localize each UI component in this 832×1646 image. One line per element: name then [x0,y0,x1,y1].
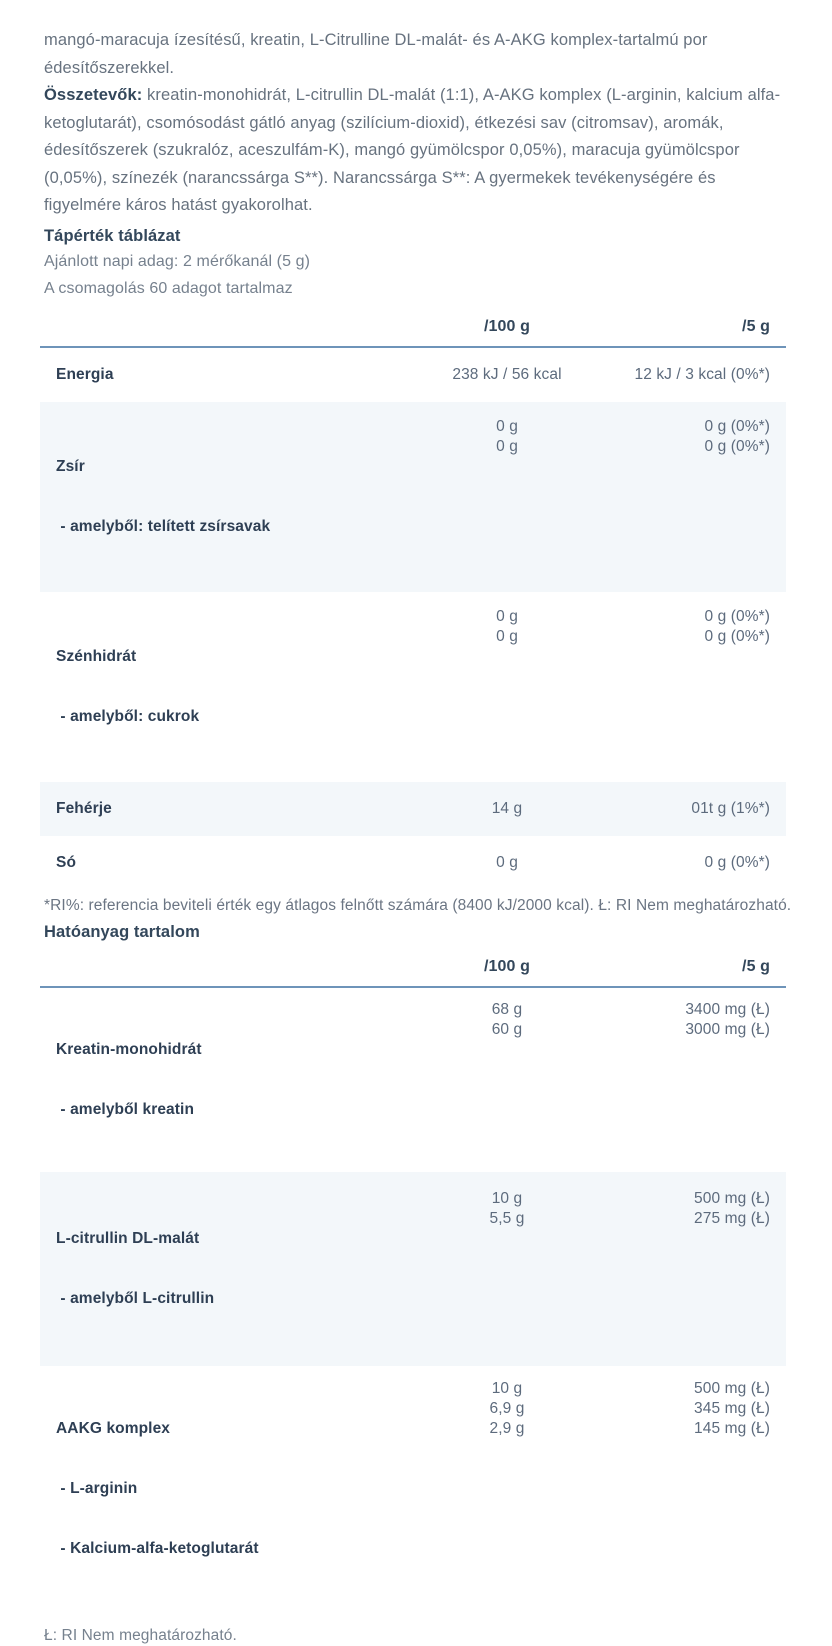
table-row-kreatin-monohidrat: Kreatin-monohidrát - amelyből kreatin 68… [56,1000,770,1118]
product-flavor-description: mangó-maracuja ízesítésű, kreatin, L-Cit… [44,31,708,77]
table-row-feherje: Fehérje 14 g 01t g (1%*) [40,781,786,836]
column-header-per100g: /100 g [484,957,530,975]
table-row-szenhidrat: Szénhidrát - amelyből: cukrok 0 g 0 g 0 … [56,607,770,725]
table-row-so: Só 0 g 0 g (0%*) [56,853,770,871]
nutrition-table-title: Tápérték táblázat [44,226,181,245]
actives-table-title: Hatóanyag tartalom [44,922,200,941]
column-header-per100g: /100 g [484,317,530,335]
table-row-aakg-komplex: AAKG komplex - L-arginin - Kalcium-alfa-… [56,1379,770,1557]
ri-footnote: *RI%: referencia beviteli érték egy átla… [44,896,792,914]
nutrition-table-header: /100 g /5 g [40,306,786,348]
servings-per-pack-line: A csomagolás 60 adagot tartalmaz [44,279,293,297]
ingredients-text: kreatin-monohidrát, L-citrullin DL-malát… [44,86,781,214]
ingredients-label: Összetevők: [44,86,143,104]
actives-table: /100 g /5 g Kreatin-monohidrát - amelybő… [40,946,786,1612]
serving-size-line: Ajánlott napi adag: 2 mérőkanál (5 g) [44,252,311,270]
nutrition-table: /100 g /5 g Energia 238 kJ / 56 kcal 12 … [40,306,786,890]
column-header-per5g: /5 g [742,317,770,335]
actives-table-header: /100 g /5 g [40,946,786,988]
table-row-energia: Energia 238 kJ / 56 kcal 12 kJ / 3 kcal … [56,365,770,383]
table-row-zsir: Zsír - amelyből: telített zsírsavak 0 g … [40,401,786,592]
ingredients-paragraph: Összetevők: kreatin-monohidrát, L-citrul… [44,82,792,220]
l-footnote: Ł: RI Nem meghatározható. [44,1626,237,1644]
column-header-per5g: /5 g [742,957,770,975]
table-row-l-citrullin: L-citrullin DL-malát - amelyből L-citrul… [40,1171,786,1366]
